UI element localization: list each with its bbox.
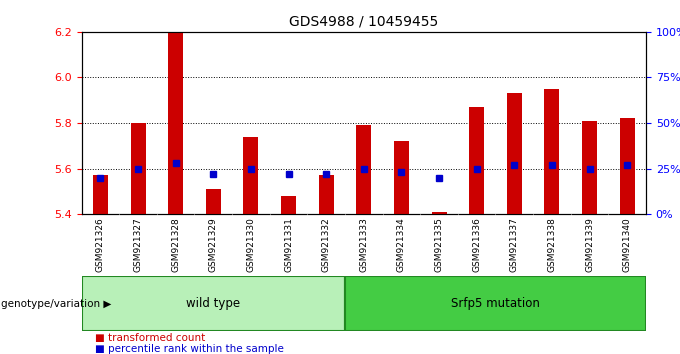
Text: GSM921336: GSM921336 xyxy=(472,217,481,272)
Text: ■ percentile rank within the sample: ■ percentile rank within the sample xyxy=(95,344,284,354)
Bar xyxy=(469,107,484,214)
Text: GDS4988 / 10459455: GDS4988 / 10459455 xyxy=(289,14,439,28)
Bar xyxy=(432,212,447,214)
FancyBboxPatch shape xyxy=(82,276,345,331)
Bar xyxy=(394,141,409,214)
Text: GSM921340: GSM921340 xyxy=(623,217,632,272)
Text: wild type: wild type xyxy=(186,297,240,310)
Text: GSM921326: GSM921326 xyxy=(96,217,105,272)
Bar xyxy=(319,176,334,214)
Bar xyxy=(131,123,146,214)
Text: genotype/variation ▶: genotype/variation ▶ xyxy=(1,298,111,309)
Text: GSM921332: GSM921332 xyxy=(322,217,330,272)
Text: ■ transformed count: ■ transformed count xyxy=(95,333,205,343)
Text: GSM921334: GSM921334 xyxy=(397,217,406,272)
Text: GSM921335: GSM921335 xyxy=(435,217,443,272)
Text: GSM921339: GSM921339 xyxy=(585,217,594,272)
Bar xyxy=(545,89,560,214)
Bar xyxy=(281,196,296,214)
FancyBboxPatch shape xyxy=(345,276,646,331)
Bar xyxy=(356,125,371,214)
Text: GSM921330: GSM921330 xyxy=(246,217,256,272)
Text: Srfp5 mutation: Srfp5 mutation xyxy=(451,297,540,310)
Bar xyxy=(243,137,258,214)
Text: GSM921328: GSM921328 xyxy=(171,217,180,272)
Bar xyxy=(206,189,221,214)
Text: GSM921333: GSM921333 xyxy=(359,217,369,272)
Text: GSM921331: GSM921331 xyxy=(284,217,293,272)
Text: GSM921327: GSM921327 xyxy=(133,217,143,272)
Text: GSM921337: GSM921337 xyxy=(510,217,519,272)
Bar xyxy=(93,176,108,214)
Bar xyxy=(507,93,522,214)
Text: GSM921338: GSM921338 xyxy=(547,217,556,272)
Text: GSM921329: GSM921329 xyxy=(209,217,218,272)
Bar xyxy=(619,119,634,214)
Bar xyxy=(582,121,597,214)
Bar xyxy=(168,32,183,214)
